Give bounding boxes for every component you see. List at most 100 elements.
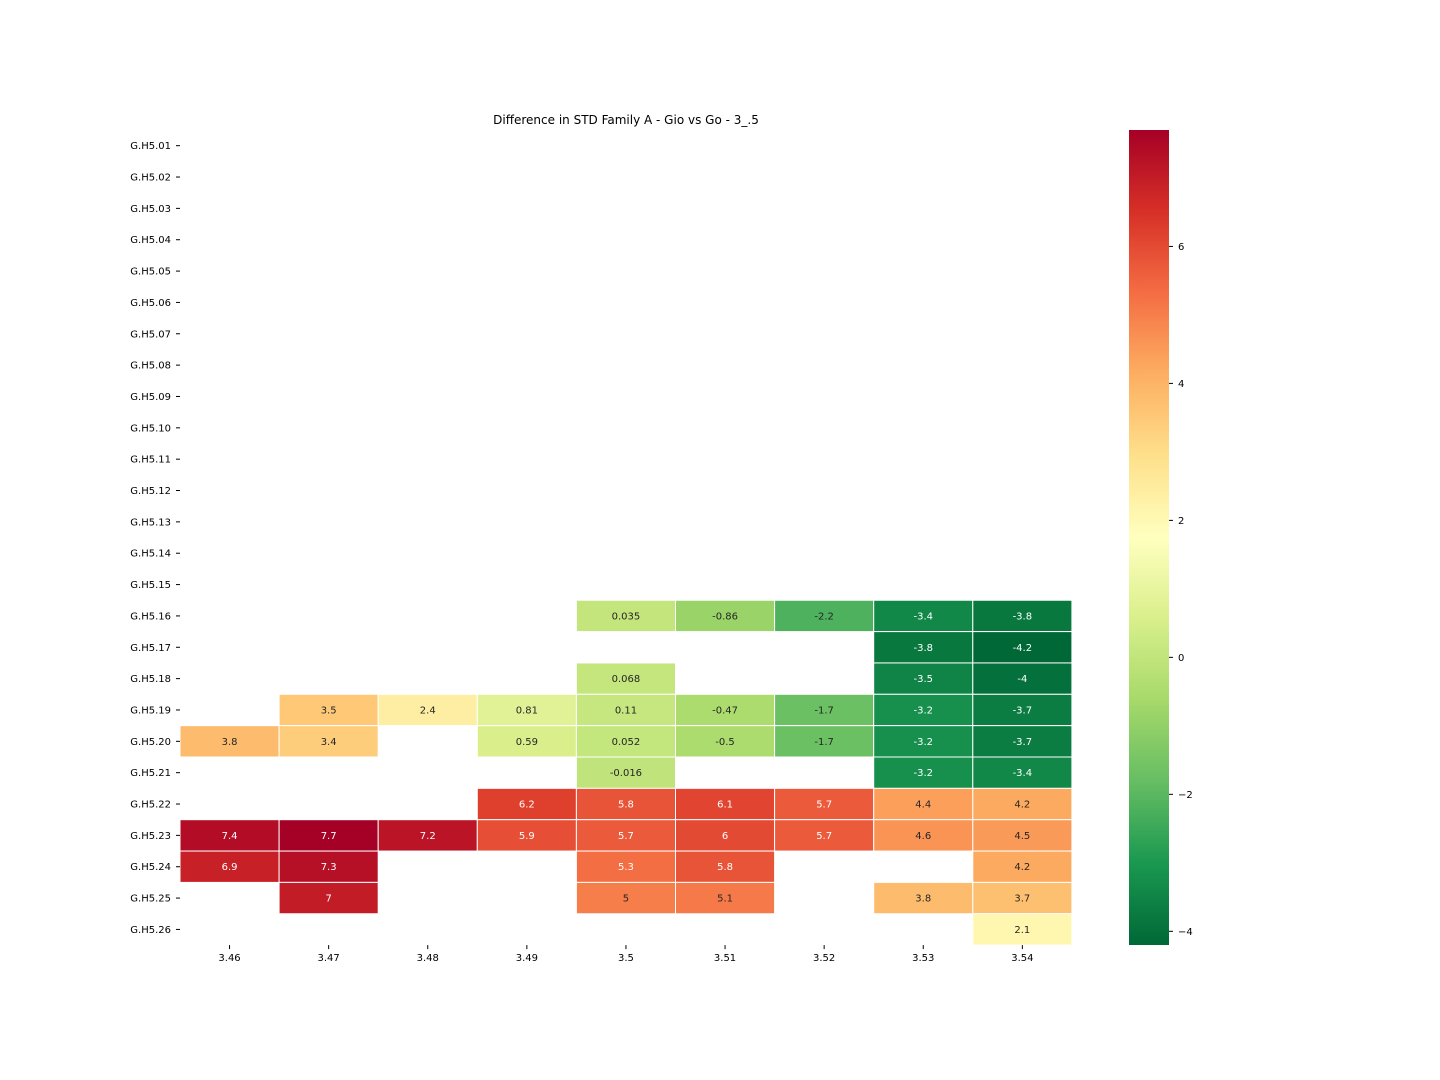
colorbar-tick-label: 4: [1178, 379, 1184, 390]
y-tick-label: G.H5.14: [130, 549, 171, 560]
colorbar-tick-label: 0: [1178, 653, 1184, 664]
colorbar-gradient: [1129, 130, 1169, 945]
cell-value-label: -3.8: [1013, 611, 1033, 622]
cell-value-label: 5.9: [519, 831, 535, 842]
cell-value-label: 5.7: [816, 800, 832, 811]
cell-value-label: 5.7: [618, 831, 634, 842]
heatmap-cell: [774, 693, 875, 727]
colorbar-tick-label: −4: [1178, 927, 1193, 938]
heatmap-cell: [575, 599, 677, 633]
x-tick-label: 3.47: [318, 953, 340, 964]
cell-value-label: -1.7: [814, 705, 834, 716]
heatmap-cell: [873, 725, 974, 758]
y-tick-label: G.H5.01: [130, 141, 171, 152]
cell-value-label: -3.2: [913, 705, 933, 716]
heatmap-cell: [675, 787, 776, 821]
cell-value-label: 2.4: [420, 705, 436, 716]
cell-value-label: 3.8: [222, 737, 238, 748]
heatmap-cell: [476, 819, 577, 852]
cell-value-label: 5.8: [618, 800, 634, 811]
cell-value-label: 7: [325, 894, 331, 905]
cell-value-label: -0.86: [712, 611, 738, 622]
cell-value-label: 4.5: [1014, 831, 1030, 842]
heatmap-cell: [278, 881, 379, 915]
cell-value-label: 5: [623, 894, 629, 905]
heatmap-cell: [278, 725, 379, 758]
cell-value-label: -3.5: [913, 674, 933, 685]
cell-value-label: -3.4: [913, 611, 933, 622]
x-tick-label: 3.51: [714, 953, 736, 964]
y-axis: G.H5.01 G.H5.02 G.H5.03 G.H5.04 G.H5.05 G.H5.…: [130, 141, 180, 936]
cell-value-label: 6.9: [222, 862, 238, 873]
cell-value-label: 0.035: [612, 611, 641, 622]
heatmap-cell: [774, 599, 875, 633]
heatmap-cell: [873, 693, 974, 727]
cell-value-label: 5.8: [717, 862, 733, 873]
y-tick-label: G.H5.23: [130, 831, 171, 842]
heatmap-cell: [179, 850, 280, 883]
colorbar-tick-label: −2: [1178, 790, 1193, 801]
cell-value-label: 5.3: [618, 862, 634, 873]
cell-value-label: -0.5: [715, 737, 735, 748]
cell-value-label: -1.7: [814, 737, 834, 748]
heatmap-cell: [873, 756, 974, 789]
cell-value-label: 4.2: [1014, 862, 1030, 873]
y-tick-label: G.H5.22: [130, 800, 171, 811]
cell-value-label: 6.1: [717, 800, 733, 811]
cell-value-label: -3.2: [913, 737, 933, 748]
y-tick-label: G.H5.13: [130, 517, 171, 528]
x-tick-label: 3.5: [618, 953, 634, 964]
x-tick-label: 3.53: [912, 953, 934, 964]
heatmap-cell: [774, 819, 875, 852]
x-tick-label: 3.49: [516, 953, 538, 964]
cell-value-label: 3.5: [321, 705, 337, 716]
cell-value-label: -2.2: [814, 611, 834, 622]
heatmap-cell: [278, 693, 379, 727]
cell-value-label: -3.2: [913, 768, 933, 779]
heatmap-cell: [575, 881, 677, 915]
cell-value-label: 4.2: [1014, 800, 1030, 811]
heatmap-cell: [675, 725, 776, 758]
cell-value-label: -0.47: [712, 705, 738, 716]
heatmap-cell: [873, 881, 974, 915]
cell-value-label: -3.8: [913, 643, 933, 654]
cell-value-label: 0.81: [516, 705, 538, 716]
cell-value-label: 4.6: [915, 831, 931, 842]
cell-value-label: 4.4: [915, 800, 931, 811]
cell-value-label: 7.7: [321, 831, 337, 842]
cell-value-label: 3.7: [1014, 894, 1030, 905]
cell-value-label: 6.2: [519, 800, 535, 811]
y-tick-label: G.H5.03: [130, 204, 171, 215]
heatmap-cell: [278, 819, 379, 852]
cell-value-label: 7.4: [222, 831, 238, 842]
heatmap-cell: [972, 725, 1073, 758]
colorbar-tick-label: 6: [1178, 242, 1184, 253]
colorbar-tick-label: 2: [1178, 516, 1184, 527]
cell-value-label: 2.1: [1014, 925, 1030, 936]
cell-value-label: 0.068: [612, 674, 641, 685]
y-tick-label: G.H5.25: [130, 894, 171, 905]
x-tick-label: 3.48: [417, 953, 439, 964]
heatmap-cell: [575, 819, 677, 852]
heatmap-cell: [476, 787, 577, 821]
cell-value-label: -3.4: [1013, 768, 1033, 779]
heatmap-cell: [873, 631, 974, 664]
cell-value-label: -3.7: [1013, 705, 1033, 716]
heatmap-cells: 0.035 -0.86 -2.2 -3.4 -3.8 -3.8 -4.2 0.068 -3.5 -…: [179, 599, 1073, 946]
heatmap-cell: [972, 756, 1073, 789]
heatmap-cell: [377, 819, 478, 852]
cell-value-label: 6: [722, 831, 728, 842]
cell-value-label: 3.4: [321, 737, 337, 748]
y-tick-label: G.H5.16: [130, 611, 171, 622]
y-tick-label: G.H5.07: [130, 329, 171, 340]
cell-value-label: 3.8: [915, 894, 931, 905]
y-tick-label: G.H5.21: [130, 768, 171, 779]
y-tick-label: G.H5.06: [130, 298, 171, 309]
heatmap-cell: [774, 787, 875, 821]
heatmap-cell: [972, 631, 1073, 664]
heatmap-cell: [575, 662, 677, 695]
x-tick-label: 3.54: [1011, 953, 1033, 964]
y-tick-label: G.H5.10: [130, 423, 171, 434]
